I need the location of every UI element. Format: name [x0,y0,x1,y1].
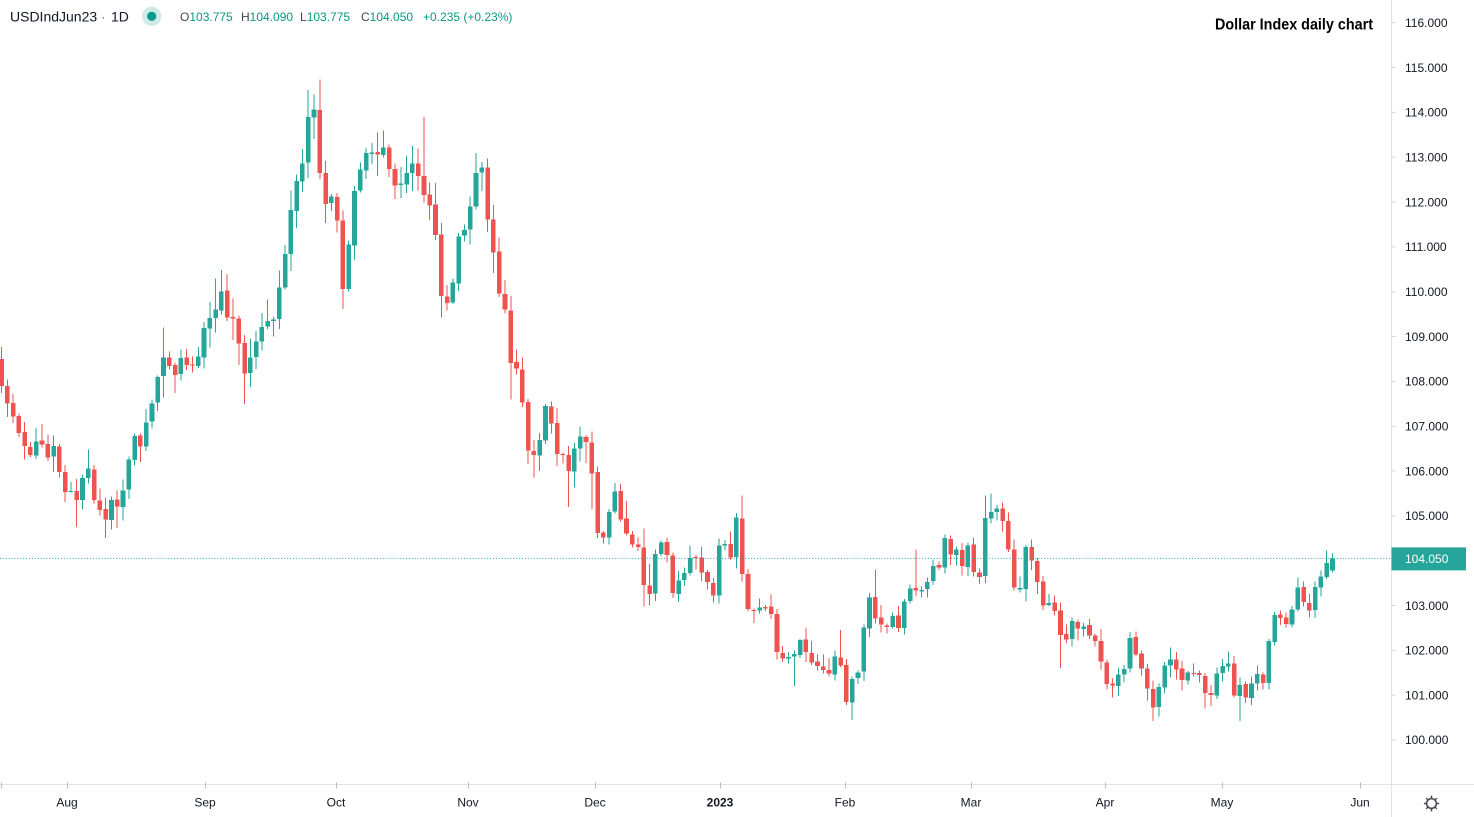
svg-text:109.000: 109.000 [1405,330,1449,344]
svg-text:Dec: Dec [584,796,605,810]
svg-text:106.000: 106.000 [1405,464,1449,478]
svg-text:108.000: 108.000 [1405,375,1449,389]
svg-text:Apr: Apr [1096,796,1115,810]
svg-text:O103.775: O103.775 [180,10,233,24]
svg-text:113.000: 113.000 [1405,151,1448,165]
svg-text:115.000: 115.000 [1405,61,1448,75]
svg-text:102.000: 102.000 [1405,644,1449,658]
svg-text:Nov: Nov [457,796,478,810]
svg-text:Oct: Oct [327,796,346,810]
svg-text:116.000: 116.000 [1405,16,1448,30]
svg-text:2023: 2023 [707,796,734,810]
svg-text:Aug: Aug [56,796,77,810]
svg-text:May: May [1211,796,1234,810]
svg-text:114.000: 114.000 [1405,106,1448,120]
svg-text:Feb: Feb [835,796,856,810]
svg-text:USDIndJun23: USDIndJun23 [10,8,97,24]
svg-text:L103.775: L103.775 [300,10,350,24]
svg-text:112.000: 112.000 [1405,195,1448,209]
svg-text:Jun: Jun [1350,796,1369,810]
svg-text:110.000: 110.000 [1405,285,1448,299]
svg-text:111.000: 111.000 [1405,240,1447,254]
svg-text:103.000: 103.000 [1405,599,1449,613]
svg-text:Mar: Mar [961,796,982,810]
svg-text:·: · [101,8,106,24]
svg-text:105.000: 105.000 [1405,509,1449,523]
svg-text:+0.235 (+0.23%): +0.235 (+0.23%) [423,10,512,24]
svg-text:Dollar Index daily chart: Dollar Index daily chart [1215,16,1373,33]
svg-text:100.000: 100.000 [1405,733,1449,747]
svg-text:H104.090: H104.090 [241,10,293,24]
svg-text:1D: 1D [111,8,129,24]
svg-text:104.050: 104.050 [1405,552,1449,566]
svg-text:Sep: Sep [194,796,216,810]
svg-text:C104.050: C104.050 [361,10,413,24]
svg-text:107.000: 107.000 [1405,420,1449,434]
svg-text:101.000: 101.000 [1405,688,1449,702]
